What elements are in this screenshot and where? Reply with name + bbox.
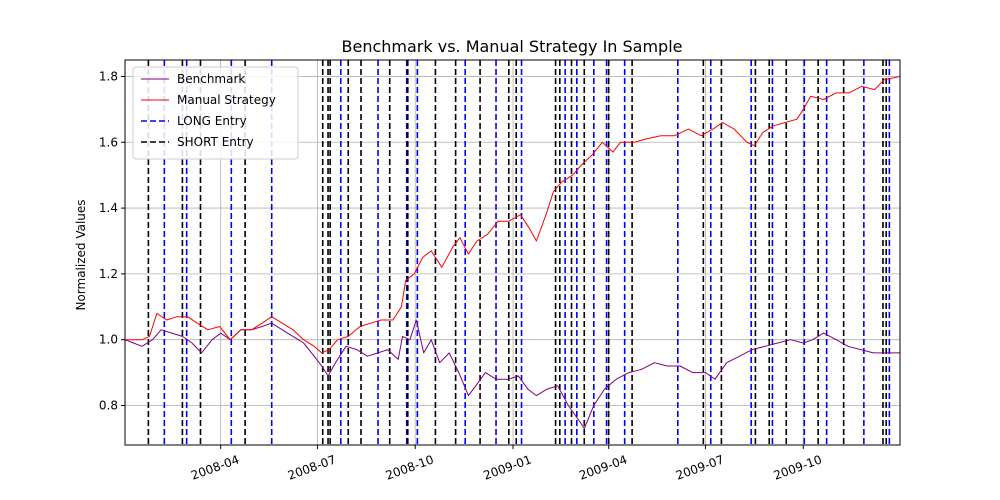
legend-label-benchmark: Benchmark — [177, 72, 245, 86]
y-tick-label: 1.8 — [99, 69, 118, 83]
series-lines — [125, 76, 900, 429]
y-tick-label: 1.2 — [99, 267, 118, 281]
legend: Benchmark Manual Strategy LONG Entry SHORT … — [132, 66, 299, 160]
y-tick-label: 1.0 — [99, 333, 118, 347]
entry-lines — [147, 60, 891, 445]
plot-frame — [124, 59, 901, 446]
y-tick-label: 1.4 — [99, 201, 118, 215]
legend-label-short-entry: SHORT Entry — [177, 135, 254, 149]
legend-box — [132, 66, 299, 160]
y-tick-label: 1.6 — [99, 135, 118, 149]
chart-title: Benchmark vs. Manual Strategy In Sample — [342, 37, 683, 56]
legend-label-manual-strategy: Manual Strategy — [177, 93, 276, 107]
y-axis-label: Normalized Values — [74, 199, 88, 310]
manual-strategy-series-line — [125, 76, 900, 354]
legend-label-long-entry: LONG Entry — [177, 114, 247, 128]
grid-lines — [125, 60, 900, 445]
y-tick-label: 0.8 — [99, 399, 118, 413]
